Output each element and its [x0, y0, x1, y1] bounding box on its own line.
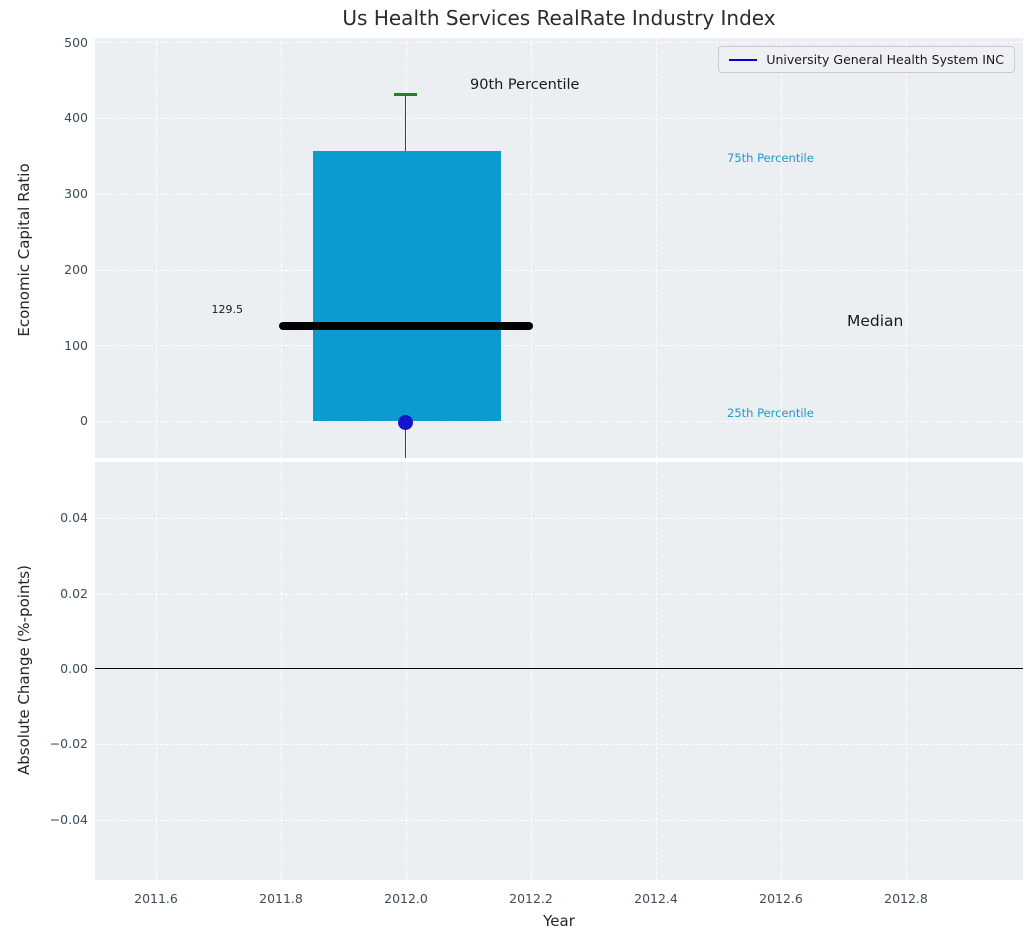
- annotation-median: Median: [847, 312, 904, 330]
- gridline: [95, 270, 1023, 271]
- annotation-90th-percentile: 90th Percentile: [470, 77, 580, 93]
- xtick-2012.4: 2012.4: [634, 891, 678, 906]
- bottom-axes: [95, 462, 1023, 880]
- gridline: [781, 38, 782, 458]
- annotation-median-value: 129.5: [211, 303, 244, 316]
- ytick-200: 200: [64, 262, 88, 277]
- gridline: [906, 38, 907, 458]
- boxplot-median-line: [279, 322, 533, 330]
- gridline: [906, 462, 907, 880]
- annotation-25th-percentile: 25th Percentile: [727, 406, 814, 420]
- gridline: [656, 38, 657, 458]
- ytick--0.04: −0.04: [49, 812, 88, 827]
- gridline: [95, 345, 1023, 346]
- ytick-500: 500: [64, 35, 88, 50]
- gridline: [95, 194, 1023, 195]
- gridline: [281, 462, 282, 880]
- company-data-point: [398, 415, 413, 430]
- boxplot-box: [313, 151, 501, 421]
- top-axes: 90th Percentile 75th Percentile Median 2…: [95, 38, 1023, 458]
- zero-reference-line: [95, 668, 1023, 669]
- gridline: [95, 42, 1023, 43]
- xtick-2012.6: 2012.6: [759, 891, 803, 906]
- boxplot-90th-percentile-cap: [394, 93, 417, 96]
- gridline: [95, 820, 1023, 821]
- xtick-2011.6: 2011.6: [134, 891, 178, 906]
- chart-title: Us Health Services RealRate Industry Ind…: [342, 6, 776, 30]
- ytick-300: 300: [64, 186, 88, 201]
- gridline: [95, 118, 1023, 119]
- ytick-0.02: 0.02: [60, 586, 88, 601]
- xtick-2012.8: 2012.8: [884, 891, 928, 906]
- gridline: [281, 38, 282, 458]
- ytick-0.00: 0.00: [60, 661, 88, 676]
- annotation-75th-percentile: 75th Percentile: [727, 151, 814, 165]
- ytick--0.02: −0.02: [49, 736, 88, 751]
- gridline: [95, 594, 1023, 595]
- gridline: [156, 462, 157, 880]
- ytick-0.04: 0.04: [60, 510, 88, 525]
- gridline: [95, 744, 1023, 745]
- xtick-2011.8: 2011.8: [259, 891, 303, 906]
- gridline: [656, 462, 657, 880]
- gridline: [156, 38, 157, 458]
- legend-label: University General Health System INC: [766, 52, 1004, 67]
- gridline: [531, 38, 532, 458]
- gridline: [531, 462, 532, 880]
- x-axis-label: Year: [543, 912, 575, 930]
- ytick-100: 100: [64, 338, 88, 353]
- gridline: [406, 462, 407, 880]
- ytick-0: 0: [80, 413, 88, 428]
- legend: University General Health System INC: [718, 46, 1015, 73]
- gridline: [781, 462, 782, 880]
- gridline: [95, 518, 1023, 519]
- ytick-400: 400: [64, 110, 88, 125]
- legend-line-swatch-icon: [729, 58, 758, 61]
- xtick-2012.2: 2012.2: [509, 891, 553, 906]
- xtick-2012.0: 2012.0: [384, 891, 428, 906]
- gridline: [95, 421, 1023, 422]
